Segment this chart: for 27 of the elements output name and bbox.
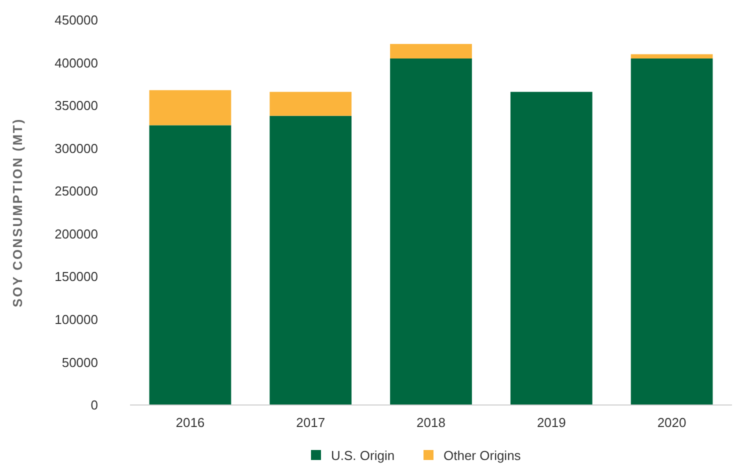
x-tick-label: 2020 — [657, 415, 686, 430]
bar — [510, 92, 592, 405]
y-axis-title: SOY CONSUMPTION (MT) — [10, 118, 25, 308]
y-tick-label: 200000 — [54, 226, 98, 242]
bar — [390, 44, 472, 58]
bar — [630, 54, 713, 58]
bar — [270, 116, 352, 405]
x-tick-label: 2017 — [296, 415, 326, 430]
y-tick-label: 250000 — [54, 184, 98, 199]
bar — [630, 58, 713, 405]
y-tick-label: 100000 — [54, 312, 98, 327]
y-tick-label: 400000 — [54, 55, 98, 70]
y-tick-label: 150000 — [54, 269, 98, 284]
y-tick-label: 450000 — [54, 12, 98, 28]
legend-label: Other Origins — [444, 448, 522, 463]
y-tick-label: 350000 — [54, 98, 98, 114]
bar — [390, 58, 472, 405]
x-tick-label: 2019 — [536, 415, 566, 430]
bar — [149, 125, 232, 405]
bar — [149, 90, 232, 126]
y-tick-label: 50000 — [62, 354, 98, 370]
bar — [270, 92, 352, 116]
x-tick-label: 2018 — [416, 415, 446, 430]
x-tick-label: 2016 — [176, 415, 205, 430]
y-tick-label: 300000 — [54, 140, 98, 156]
legend-label: U.S. Origin — [331, 448, 395, 463]
y-tick-label: 0 — [90, 398, 98, 413]
